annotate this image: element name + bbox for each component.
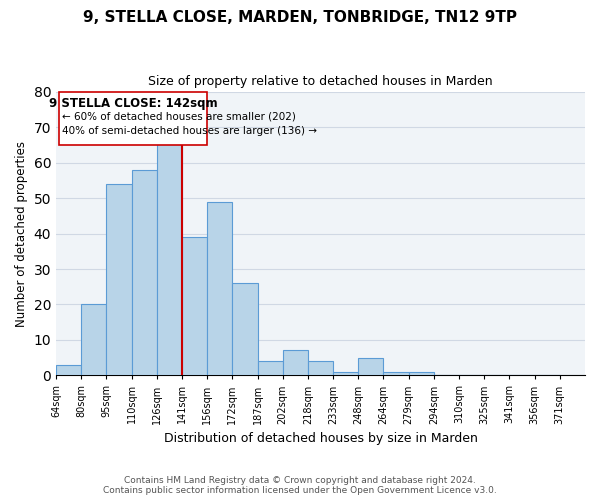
Bar: [308, 361, 333, 376]
FancyBboxPatch shape: [59, 92, 207, 145]
Bar: [207, 202, 232, 376]
Text: 9, STELLA CLOSE, MARDEN, TONBRIDGE, TN12 9TP: 9, STELLA CLOSE, MARDEN, TONBRIDGE, TN12…: [83, 10, 517, 25]
Bar: [131, 170, 157, 376]
Text: 9 STELLA CLOSE: 142sqm: 9 STELLA CLOSE: 142sqm: [49, 98, 217, 110]
Bar: [257, 361, 283, 376]
Bar: [333, 372, 358, 376]
Text: ← 60% of detached houses are smaller (202): ← 60% of detached houses are smaller (20…: [62, 112, 296, 122]
Bar: [383, 372, 409, 376]
Text: Contains HM Land Registry data © Crown copyright and database right 2024.
Contai: Contains HM Land Registry data © Crown c…: [103, 476, 497, 495]
Bar: [409, 372, 434, 376]
Bar: [232, 283, 257, 376]
Bar: [283, 350, 308, 376]
Title: Size of property relative to detached houses in Marden: Size of property relative to detached ho…: [148, 75, 493, 88]
Bar: [106, 184, 131, 376]
Bar: [56, 364, 81, 376]
Y-axis label: Number of detached properties: Number of detached properties: [15, 140, 28, 326]
Bar: [81, 304, 106, 376]
X-axis label: Distribution of detached houses by size in Marden: Distribution of detached houses by size …: [164, 432, 478, 445]
Bar: [157, 138, 182, 376]
Bar: [358, 358, 383, 376]
Text: 40% of semi-detached houses are larger (136) →: 40% of semi-detached houses are larger (…: [62, 126, 317, 136]
Bar: [182, 237, 207, 376]
